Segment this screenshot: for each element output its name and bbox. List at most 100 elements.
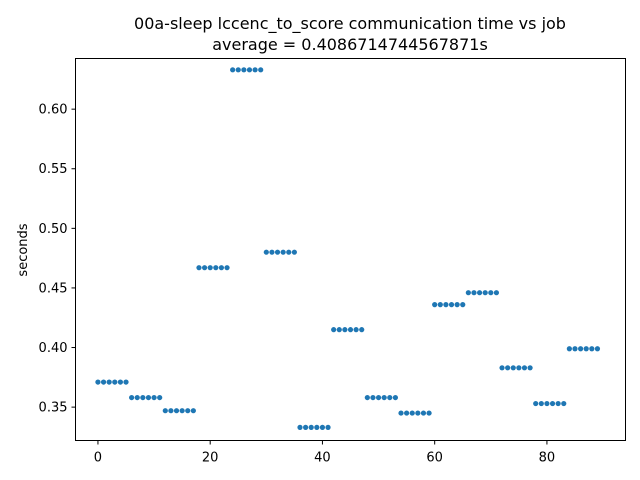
- x-tick-label: 40: [314, 451, 331, 466]
- data-point: [561, 400, 567, 407]
- data-point: [381, 394, 387, 401]
- data-point: [190, 408, 196, 414]
- data-point: [179, 408, 185, 414]
- data-point: [476, 290, 483, 296]
- x-tick-label: 0: [94, 451, 102, 466]
- data-point: [465, 290, 471, 296]
- data-point: [263, 249, 269, 255]
- y-tick-label: 0.50: [39, 222, 68, 237]
- data-point: [432, 302, 438, 308]
- data-point: [230, 67, 236, 73]
- data-point: [325, 424, 331, 430]
- data-point: [533, 400, 539, 407]
- data-point: [516, 365, 522, 371]
- data-point: [151, 394, 157, 401]
- data-point: [460, 302, 466, 308]
- data-point: [123, 379, 129, 385]
- data-point: [157, 394, 163, 401]
- data-point: [331, 327, 337, 333]
- data-point: [207, 265, 213, 271]
- data-point: [544, 400, 550, 407]
- axis-ticks: 0 20 40 60 80 0.35 0.40 0.45 0.50 0.55 0.60: [39, 103, 556, 466]
- data-point: [173, 408, 180, 414]
- data-point: [201, 265, 208, 271]
- data-point: [359, 327, 365, 333]
- data-point: [566, 346, 572, 352]
- data-point: [493, 290, 500, 296]
- data-point: [308, 424, 314, 430]
- data-point: [286, 249, 292, 255]
- data-point: [297, 424, 303, 430]
- data-point: [246, 67, 253, 73]
- data-point: [437, 302, 443, 308]
- data-point: [134, 394, 140, 401]
- data-point: [583, 346, 589, 352]
- y-tick-label: 0.55: [39, 162, 68, 177]
- y-tick-label: 0.45: [39, 281, 68, 296]
- data-point: [555, 400, 561, 407]
- data-point: [269, 249, 275, 255]
- data-point: [499, 365, 505, 371]
- data-point: [218, 265, 225, 271]
- data-point: [213, 265, 219, 271]
- data-point: [168, 408, 174, 414]
- data-point: [100, 379, 107, 385]
- data-point: [471, 290, 477, 296]
- data-point: [527, 365, 533, 371]
- data-point: [443, 302, 449, 308]
- data-point: [303, 424, 309, 430]
- data-point: [415, 410, 421, 416]
- data-point: [196, 265, 202, 271]
- data-point: [409, 410, 415, 416]
- data-point: [505, 365, 511, 371]
- data-point: [95, 379, 101, 385]
- data-point: [274, 249, 281, 255]
- data-point: [185, 408, 191, 414]
- data-points: [95, 67, 601, 430]
- data-point: [112, 379, 118, 385]
- data-point: [258, 67, 264, 73]
- data-point: [589, 346, 595, 352]
- data-point: [538, 400, 544, 407]
- data-point: [353, 327, 359, 333]
- data-point: [336, 327, 342, 333]
- data-point: [370, 394, 376, 401]
- data-point: [140, 394, 146, 401]
- y-tick-label: 0.35: [39, 401, 68, 416]
- x-tick-label: 20: [202, 451, 219, 466]
- x-tick-label: 80: [539, 451, 556, 466]
- data-point: [291, 249, 297, 255]
- data-point: [117, 379, 123, 385]
- data-point: [549, 400, 556, 407]
- data-point: [404, 410, 410, 416]
- data-point: [129, 394, 135, 401]
- chart-title: 00a-sleep lccenc_to_score communication …: [134, 14, 566, 34]
- data-point: [235, 67, 241, 73]
- data-point: [448, 302, 455, 308]
- data-point: [387, 394, 393, 401]
- data-point: [398, 410, 404, 416]
- plot-frame: [75, 58, 626, 441]
- data-point: [454, 302, 460, 308]
- y-tick-label: 0.60: [39, 103, 68, 118]
- data-point: [364, 394, 370, 401]
- data-point: [224, 265, 230, 271]
- data-point: [162, 408, 168, 414]
- data-point: [342, 327, 348, 333]
- data-point: [420, 410, 427, 416]
- data-point: [106, 379, 112, 385]
- data-point: [252, 67, 258, 73]
- data-point: [347, 327, 354, 333]
- data-point: [319, 424, 326, 430]
- chart-subtitle: average = 0.4086714744567871s: [212, 35, 488, 54]
- data-point: [392, 394, 398, 401]
- data-point: [578, 346, 584, 352]
- y-axis-label: seconds: [16, 223, 31, 276]
- x-tick-label: 60: [426, 451, 443, 466]
- data-point: [572, 346, 578, 352]
- data-point: [241, 67, 247, 73]
- data-point: [521, 365, 528, 371]
- data-point: [145, 394, 152, 401]
- data-point: [482, 290, 488, 296]
